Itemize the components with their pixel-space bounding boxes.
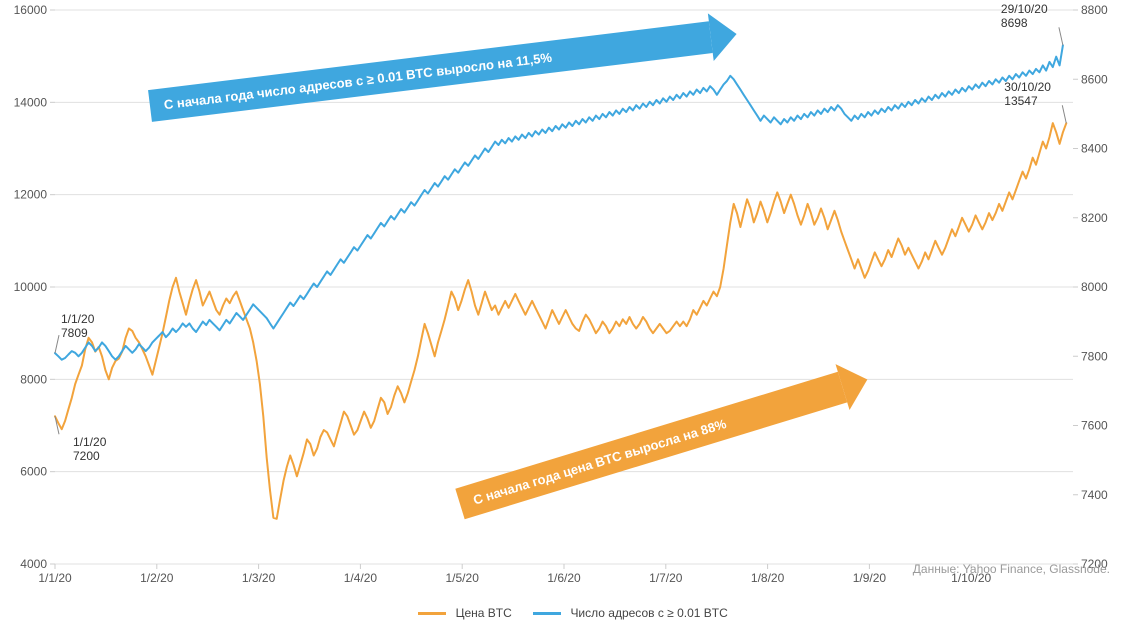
data-source-label: Данные: Yahoo Finance, Glassnode.: [913, 562, 1110, 576]
point-label: 30/10/2013547: [1004, 81, 1051, 109]
svg-text:1/9/20: 1/9/20: [853, 571, 887, 585]
svg-text:1/2/20: 1/2/20: [140, 571, 174, 585]
svg-text:8400: 8400: [1081, 142, 1108, 156]
svg-text:8000: 8000: [1081, 280, 1108, 294]
y-axis-right: 720074007600780080008200840086008800: [1073, 3, 1108, 571]
point-label: 1/1/207809: [61, 313, 94, 341]
svg-text:10000: 10000: [14, 280, 48, 294]
y-axis-left: 4000 6000 8000 10000 12000 14000 16000: [14, 3, 55, 571]
legend-swatch-price: [418, 612, 446, 615]
svg-text:1/8/20: 1/8/20: [751, 571, 785, 585]
svg-text:7600: 7600: [1081, 419, 1108, 433]
svg-text:1/7/20: 1/7/20: [649, 571, 683, 585]
svg-text:1/3/20: 1/3/20: [242, 571, 276, 585]
legend-label-addresses: Число адресов с ≥ 0.01 BTC: [570, 606, 727, 620]
chart-container: 4000600080001000012000140001600072007400…: [0, 0, 1128, 626]
svg-text:8800: 8800: [1081, 3, 1108, 17]
svg-text:8600: 8600: [1081, 72, 1108, 86]
svg-text:14000: 14000: [14, 95, 48, 109]
svg-text:1/5/20: 1/5/20: [446, 571, 480, 585]
svg-text:7400: 7400: [1081, 488, 1108, 502]
svg-text:6000: 6000: [20, 465, 47, 479]
svg-text:1/6/20: 1/6/20: [547, 571, 581, 585]
svg-text:1/4/20: 1/4/20: [344, 571, 378, 585]
svg-text:8000: 8000: [20, 372, 47, 386]
svg-text:4000: 4000: [20, 557, 47, 571]
svg-text:16000: 16000: [14, 3, 48, 17]
legend: Цена BTC Число адресов с ≥ 0.01 BTC: [0, 606, 1128, 620]
svg-text:7800: 7800: [1081, 349, 1108, 363]
point-label: 1/1/207200: [73, 436, 106, 464]
svg-text:1/1/20: 1/1/20: [38, 571, 72, 585]
svg-text:8200: 8200: [1081, 211, 1108, 225]
svg-text:12000: 12000: [14, 188, 48, 202]
point-label: 29/10/208698: [1001, 3, 1048, 31]
legend-label-price: Цена BTC: [456, 606, 512, 620]
legend-swatch-addresses: [533, 612, 561, 615]
x-axis: 1/1/20 1/2/20 1/3/20 1/4/20 1/5/20 1/6/20 1/7/…: [38, 564, 991, 585]
